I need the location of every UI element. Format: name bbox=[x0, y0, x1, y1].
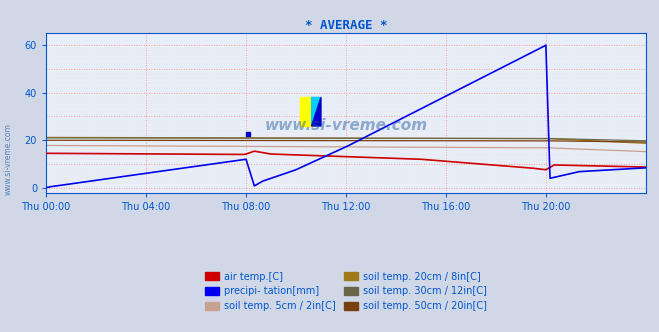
Polygon shape bbox=[312, 97, 321, 126]
Title: * AVERAGE *: * AVERAGE * bbox=[304, 19, 387, 32]
Text: www.si-vreme.com: www.si-vreme.com bbox=[264, 118, 428, 133]
Text: www.si-vreme.com: www.si-vreme.com bbox=[3, 124, 13, 195]
Bar bbox=[300, 97, 312, 126]
Polygon shape bbox=[312, 97, 321, 126]
Legend: air temp.[C], precipi- tation[mm], soil temp. 5cm / 2in[C], soil temp. 20cm / 8i: air temp.[C], precipi- tation[mm], soil … bbox=[201, 268, 491, 315]
